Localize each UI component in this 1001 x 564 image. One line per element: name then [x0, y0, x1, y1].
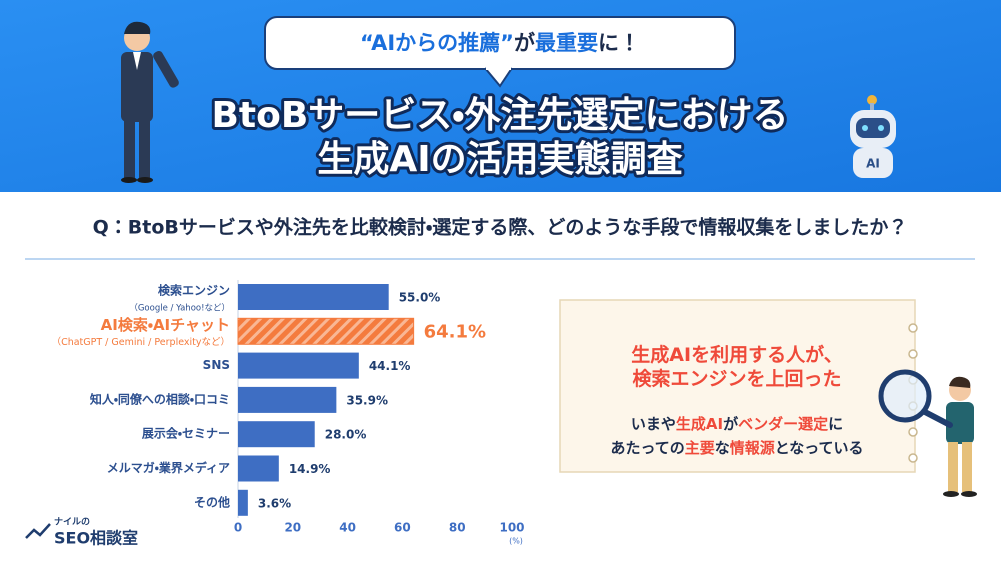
callout-line: いまや生成AIがベンダー選定に	[631, 415, 843, 433]
logo-main: SEO相談室	[54, 529, 138, 548]
category-label: 展示会・セミナー	[142, 426, 230, 441]
value-label: 3.6%	[258, 496, 291, 510]
value-label: 64.1%	[424, 321, 486, 342]
category-label: 検索エンジン	[158, 283, 230, 298]
bar	[238, 386, 337, 413]
callout-line: 生成AIを利用する人が、	[631, 343, 842, 366]
text-segment: となっている	[775, 439, 864, 457]
magnifier-person-illustration	[878, 369, 977, 497]
bar	[238, 421, 315, 448]
text-segment: が	[514, 31, 535, 55]
category-label: AI検索・AIチャット	[101, 316, 230, 334]
text-segment: 検索エンジン	[632, 367, 746, 390]
logo: ナイルの SEO相談室	[25, 517, 138, 548]
text-segment: 生成AI	[631, 343, 691, 366]
bar	[238, 489, 248, 516]
text-segment: が、	[805, 343, 843, 366]
x-tick-label: 0	[234, 521, 242, 535]
x-tick-label: 20	[284, 521, 301, 535]
x-tick-label: 100	[499, 521, 524, 535]
text-segment: な	[715, 439, 730, 457]
bar	[238, 455, 279, 482]
text-segment: “AIからの推薦”	[360, 31, 514, 55]
category-label: 知人・同僚への相談・口コミ	[89, 391, 230, 406]
x-tick-label: 60	[394, 521, 411, 535]
text-segment: を	[746, 368, 765, 390]
title-line: 生成AIの活用実態調査	[317, 139, 682, 180]
text-segment: 情報源	[730, 439, 775, 457]
speech-bubble	[264, 16, 736, 88]
callout-line: 検索エンジンを上回った	[632, 367, 841, 390]
x-tick-label: 80	[449, 521, 466, 535]
text-segment: 最重要	[535, 31, 598, 55]
text-segment: 生成AI	[676, 415, 723, 433]
businessman-illustration	[121, 21, 179, 183]
text-segment: 上回った	[766, 368, 842, 390]
bar	[238, 352, 359, 379]
category-label: メルマガ・業界メディア	[107, 460, 230, 475]
value-label: 55.0%	[399, 291, 441, 305]
text-segment: を	[691, 344, 710, 366]
x-tick-label: 40	[339, 521, 356, 535]
svg-text:AI: AI	[866, 157, 880, 171]
category-label: SNS	[203, 358, 230, 372]
text-segment: ベンダー選定	[738, 415, 828, 433]
text-segment: 主要	[685, 439, 715, 457]
x-axis-label: (%)	[509, 537, 523, 546]
bar	[237, 317, 415, 345]
question: Q：BtoBサービスや外注先を比較検討・選定する際、どのような手段で情報収集をし…	[93, 216, 908, 239]
text-segment: あたっての	[610, 439, 684, 457]
text-segment: いまや	[631, 415, 676, 433]
text-segment: 利用する人	[710, 344, 806, 366]
text-segment: に	[828, 415, 843, 433]
robot-illustration: AI	[850, 95, 896, 178]
value-label: 35.9%	[346, 393, 388, 407]
text-segment: が	[723, 415, 739, 433]
bar	[238, 284, 389, 310]
text-segment: に！	[598, 31, 640, 55]
category-note: （Google / Yahoo!など）	[129, 303, 230, 314]
value-label: 14.9%	[289, 462, 331, 476]
callout-line: あたっての主要な情報源となっている	[610, 439, 863, 457]
bubble-text: “AIからの推薦”が最重要に！	[360, 31, 640, 55]
title-line: BtoBサービス・外注先選定における	[211, 95, 788, 136]
logo-small: ナイルの	[54, 517, 90, 528]
value-label: 28.0%	[325, 428, 367, 442]
category-label: その他	[194, 494, 230, 509]
value-label: 44.1%	[369, 359, 411, 373]
category-note: （ChatGPT / Gemini / Perplexityなど）	[52, 336, 230, 348]
